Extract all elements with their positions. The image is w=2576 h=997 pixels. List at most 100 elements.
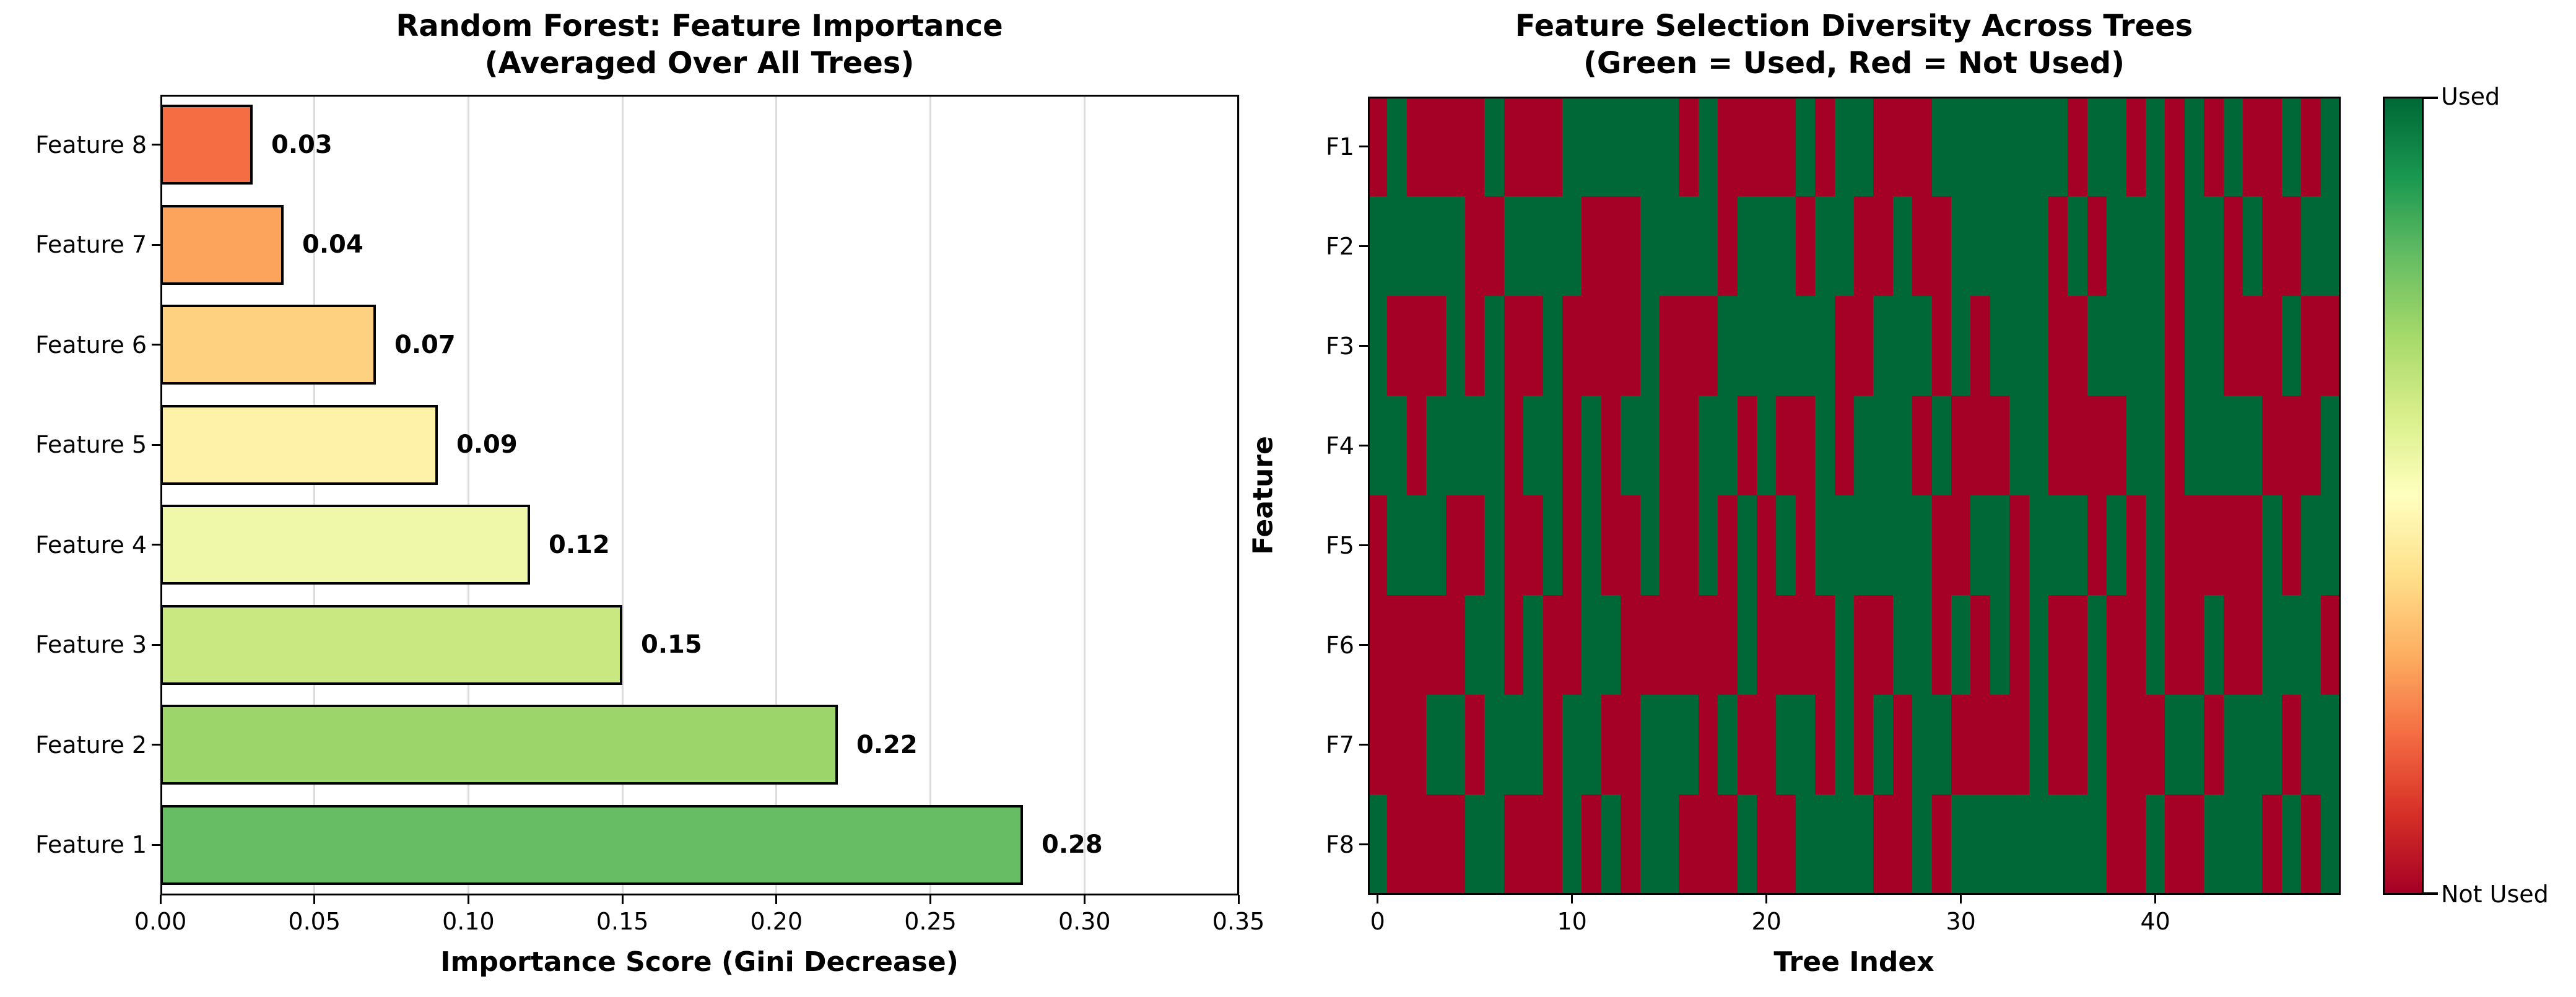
heatmap-cell-f8-t44 — [2224, 795, 2243, 894]
y-tick-label: F2 — [1325, 232, 1354, 260]
heatmap-cell-f8-t0 — [1368, 795, 1387, 894]
heatmap-cell-f5-t6 — [1484, 495, 1504, 595]
heatmap-cell-f1-t31 — [1970, 97, 1990, 196]
heatmap-cell-f1-t36 — [2068, 97, 2087, 196]
heatmap-cell-f7-t2 — [1407, 695, 1426, 795]
heatmap-cell-f1-t35 — [2048, 97, 2068, 196]
bar-feature-1 — [160, 805, 1023, 885]
heatmap-cell-f1-t24 — [1835, 97, 1854, 196]
heatmap-cell-f7-t10 — [1562, 695, 1582, 795]
heatmap-cell-f1-t15 — [1660, 97, 1679, 196]
heatmap-cell-f2-t5 — [1465, 196, 1484, 296]
heatmap-cell-f8-t28 — [1912, 795, 1932, 894]
x-tick-label: 0.35 — [1212, 908, 1265, 935]
x-tick-label: 0.30 — [1058, 908, 1111, 935]
heatmap-cell-f2-t35 — [2048, 196, 2068, 296]
heatmap-cell-f3-t39 — [2126, 296, 2146, 396]
heatmap-cell-f5-t34 — [2029, 495, 2048, 595]
heatmap-cell-f8-t43 — [2204, 795, 2224, 894]
heatmap-cell-f6-t7 — [1504, 595, 1523, 695]
heatmap-cell-f7-t11 — [1582, 695, 1601, 795]
heatmap-cell-f5-t48 — [2301, 495, 2321, 595]
gridline — [467, 95, 469, 895]
heatmap-cell-f7-t7 — [1504, 695, 1523, 795]
heatmap-cell-f2-t6 — [1484, 196, 1504, 296]
heatmap-cell-f7-t31 — [1970, 695, 1990, 795]
heatmap-cell-f8-t47 — [2282, 795, 2301, 894]
heatmap-cell-f8-t38 — [2107, 795, 2126, 894]
heatmap-cell-f7-t20 — [1757, 695, 1776, 795]
heatmap-cell-f3-t45 — [2243, 296, 2262, 396]
heatmap-cell-f4-t0 — [1368, 396, 1387, 495]
heatmap-cell-f5-t21 — [1776, 495, 1796, 595]
heatmap-cell-f1-t28 — [1912, 97, 1932, 196]
heatmap-cell-f5-t8 — [1523, 495, 1543, 595]
heatmap-cell-f4-t37 — [2087, 396, 2107, 495]
y-tick-label: Feature 6 — [35, 331, 147, 359]
heatmap-cell-f2-t33 — [2009, 196, 2029, 296]
heatmap-cell-f1-t40 — [2146, 97, 2165, 196]
heatmap-cell-f1-t6 — [1484, 97, 1504, 196]
heatmap-cell-f5-t23 — [1815, 495, 1835, 595]
heatmap-cell-f5-t22 — [1796, 495, 1815, 595]
y-tick-label: Feature 5 — [35, 431, 147, 459]
heatmap-cell-f2-t30 — [1951, 196, 1970, 296]
bar-value-label: 0.03 — [271, 130, 333, 159]
heatmap-cell-f2-t9 — [1543, 196, 1562, 296]
heatmap-cell-f4-t10 — [1562, 396, 1582, 495]
heatmap-cell-f6-t13 — [1621, 595, 1640, 695]
heatmap-cell-f6-t5 — [1465, 595, 1484, 695]
heatmap-cell-f4-t25 — [1854, 396, 1873, 495]
heatmap-cell-f4-t16 — [1679, 396, 1699, 495]
heatmap-cell-f8-t41 — [2165, 795, 2185, 894]
tick-mark — [1359, 245, 1368, 247]
heatmap-cell-f3-t32 — [1990, 296, 2009, 396]
heatmap-cell-f5-t42 — [2185, 495, 2204, 595]
heatmap-cell-f7-t48 — [2301, 695, 2321, 795]
heatmap-cell-f7-t33 — [2009, 695, 2029, 795]
heatmap-cell-f5-t7 — [1504, 495, 1523, 595]
heatmap-cell-f1-t10 — [1562, 97, 1582, 196]
heatmap-cell-f3-t18 — [1718, 296, 1738, 396]
heatmap-cell-f4-t28 — [1912, 396, 1932, 495]
heatmap-cell-f1-t20 — [1757, 97, 1776, 196]
heatmap-cell-f7-t6 — [1484, 695, 1504, 795]
heatmap-cell-f2-t34 — [2029, 196, 2048, 296]
heatmap-cell-f6-t37 — [2087, 595, 2107, 695]
heatmap-cell-f5-t12 — [1601, 495, 1621, 595]
heatmap-cell-f1-t22 — [1796, 97, 1815, 196]
heatmap-cell-f4-t39 — [2126, 396, 2146, 495]
heatmap-cell-f3-t5 — [1465, 296, 1484, 396]
heatmap-cell-f8-t30 — [1951, 795, 1970, 894]
heatmap-cell-f6-t16 — [1679, 595, 1699, 695]
heatmap-cell-f6-t29 — [1932, 595, 1951, 695]
heatmap-cell-f8-t31 — [1970, 795, 1990, 894]
bar-value-label: 0.15 — [641, 630, 702, 660]
heatmap-cell-f4-t24 — [1835, 396, 1854, 495]
tick-mark — [1083, 895, 1086, 904]
heatmap-cell-f1-t49 — [2321, 97, 2340, 196]
heatmap-cell-f4-t35 — [2048, 396, 2068, 495]
heatmap-cell-f6-t6 — [1484, 595, 1504, 695]
x-tick-label: 0.05 — [288, 908, 341, 935]
bar-feature-8 — [160, 105, 253, 185]
x-tick-label: 40 — [2140, 908, 2170, 935]
heatmap-cell-f5-t40 — [2146, 495, 2165, 595]
tick-mark — [1237, 895, 1240, 904]
heatmap-cell-f4-t42 — [2185, 396, 2204, 495]
heatmap-cell-f7-t45 — [2243, 695, 2262, 795]
y-tick-label: F8 — [1325, 830, 1354, 858]
heatmap-cell-f6-t24 — [1835, 595, 1854, 695]
heatmap-cell-f6-t19 — [1738, 595, 1757, 695]
heatmap-cell-f1-t32 — [1990, 97, 2009, 196]
heatmap-cell-f8-t21 — [1776, 795, 1796, 894]
heatmap-cell-f4-t47 — [2282, 396, 2301, 495]
heatmap-cell-f2-t26 — [1873, 196, 1893, 296]
heatmap-cell-f3-t21 — [1776, 296, 1796, 396]
heatmap-cell-f2-t4 — [1446, 196, 1465, 296]
heatmap-cell-f6-t17 — [1699, 595, 1718, 695]
heatmap-cell-f1-t4 — [1446, 97, 1465, 196]
heatmap-cell-f7-t39 — [2126, 695, 2146, 795]
tick-mark — [1359, 544, 1368, 546]
tick-mark — [152, 243, 160, 246]
